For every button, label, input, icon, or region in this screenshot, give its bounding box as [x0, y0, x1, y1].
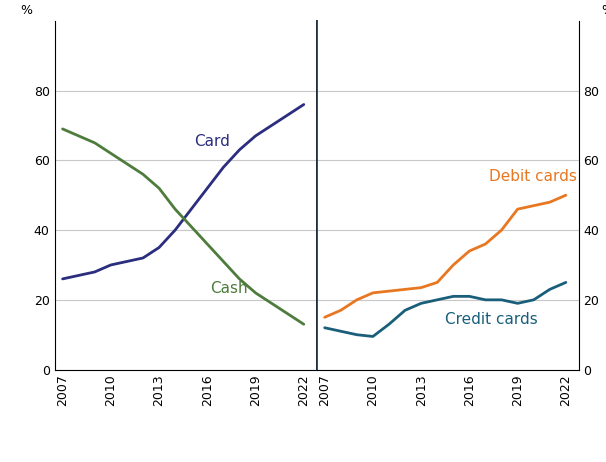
- Text: %: %: [601, 4, 606, 17]
- Text: %: %: [21, 4, 33, 17]
- Text: Cash: Cash: [210, 281, 248, 296]
- Text: Card: Card: [195, 134, 230, 149]
- Text: Credit cards: Credit cards: [445, 312, 538, 327]
- Text: Debit cards: Debit cards: [488, 169, 576, 184]
